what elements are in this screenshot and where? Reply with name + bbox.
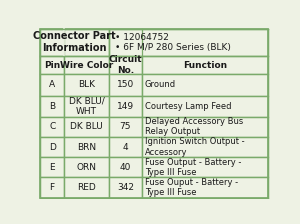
- Bar: [109, 117, 142, 137]
- Bar: [40, 56, 64, 74]
- Text: Function: Function: [183, 61, 227, 70]
- Text: B: B: [49, 101, 55, 111]
- Text: 342: 342: [117, 183, 134, 192]
- Bar: [142, 95, 268, 117]
- Text: ORN: ORN: [76, 163, 97, 172]
- Text: Wire Color: Wire Color: [60, 61, 113, 70]
- Bar: [109, 56, 142, 74]
- Bar: [64, 74, 109, 95]
- Bar: [109, 177, 142, 198]
- Text: DK BLU/
WHT: DK BLU/ WHT: [69, 96, 104, 116]
- Bar: [142, 117, 268, 137]
- Bar: [40, 74, 64, 95]
- Bar: [109, 95, 142, 117]
- Bar: [142, 177, 268, 198]
- Bar: [40, 29, 109, 56]
- Bar: [142, 157, 268, 177]
- Text: 150: 150: [117, 80, 134, 89]
- Text: • 12064752
• 6F M/P 280 Series (BLK): • 12064752 • 6F M/P 280 Series (BLK): [115, 32, 231, 52]
- Bar: [109, 29, 268, 56]
- Text: D: D: [49, 142, 56, 151]
- Bar: [64, 177, 109, 198]
- Bar: [142, 74, 268, 95]
- Bar: [40, 137, 64, 157]
- Bar: [109, 137, 142, 157]
- Text: Fuse Output - Battery -
Type III Fuse: Fuse Output - Battery - Type III Fuse: [145, 157, 241, 177]
- Text: 149: 149: [117, 101, 134, 111]
- Bar: [109, 157, 142, 177]
- Bar: [40, 117, 64, 137]
- Text: F: F: [50, 183, 55, 192]
- Text: Circuit
No.: Circuit No.: [109, 56, 142, 75]
- Text: Delayed Accessory Bus
Relay Output: Delayed Accessory Bus Relay Output: [145, 117, 243, 136]
- Text: A: A: [49, 80, 55, 89]
- Bar: [64, 56, 109, 74]
- Bar: [40, 177, 64, 198]
- Bar: [142, 137, 268, 157]
- Text: Ignition Switch Output -
Accessory: Ignition Switch Output - Accessory: [145, 137, 244, 157]
- Bar: [40, 157, 64, 177]
- Text: E: E: [49, 163, 55, 172]
- Bar: [64, 117, 109, 137]
- Text: Courtesy Lamp Feed: Courtesy Lamp Feed: [145, 101, 231, 111]
- Bar: [64, 157, 109, 177]
- Text: 75: 75: [120, 122, 131, 131]
- Bar: [64, 95, 109, 117]
- Bar: [142, 56, 268, 74]
- Text: BRN: BRN: [77, 142, 96, 151]
- Text: Connector Part
Information: Connector Part Information: [33, 31, 116, 53]
- Text: Pin: Pin: [44, 61, 60, 70]
- Text: Ground: Ground: [145, 80, 176, 89]
- Text: 40: 40: [120, 163, 131, 172]
- Text: C: C: [49, 122, 55, 131]
- Bar: [40, 95, 64, 117]
- Text: RED: RED: [77, 183, 96, 192]
- Bar: [109, 74, 142, 95]
- Bar: [64, 137, 109, 157]
- Text: Fuse Ouput - Battery -
Type III Fuse: Fuse Ouput - Battery - Type III Fuse: [145, 178, 238, 197]
- Text: 4: 4: [123, 142, 128, 151]
- Text: DK BLU: DK BLU: [70, 122, 103, 131]
- Text: BLK: BLK: [78, 80, 95, 89]
